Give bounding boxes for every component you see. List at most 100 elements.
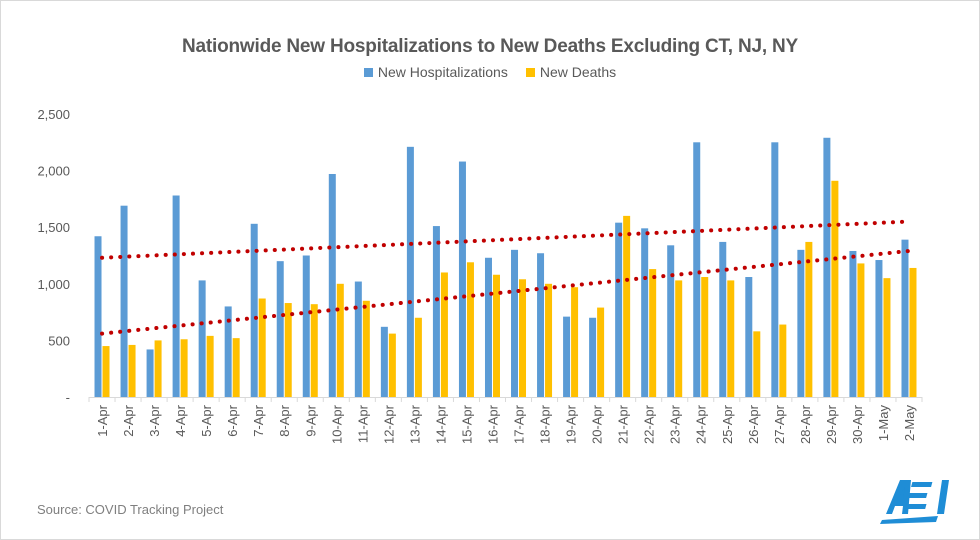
bar-deaths [597,307,605,397]
trendline-deaths [100,248,911,336]
bar-hospitalizations [563,316,571,397]
bar-deaths [779,324,787,397]
x-tick-label: 15-Apr [459,404,474,444]
x-tick-label: 5-Apr [199,404,214,436]
bar-hospitalizations [771,142,779,397]
bar-deaths [831,180,839,397]
x-tick-label: 14-Apr [433,404,448,444]
x-tick-label: 11-Apr [355,404,370,443]
x-tick-label: 26-Apr [746,404,761,444]
bar-deaths [805,241,813,397]
x-tick-label: 30-Apr [850,404,865,444]
x-tick-label: 20-Apr [590,404,605,444]
bar-deaths [206,335,214,397]
bar-hospitalizations [354,281,362,397]
y-tick-label: 2,500 [37,107,70,122]
bar-hospitalizations [484,257,492,397]
chart-title: Nationwide New Hospitalizations to New D… [182,36,798,57]
bar-hospitalizations [901,239,909,397]
bar-deaths [284,303,292,397]
bar-hospitalizations [719,241,727,397]
bar-hospitalizations [849,250,857,397]
bar-deaths [492,274,500,397]
bar-hospitalizations [589,317,597,397]
aei-logo-icon [880,480,949,524]
legend-label-deaths: New Deaths [539,64,617,80]
bar-deaths [727,280,735,397]
x-tick-label: 4-Apr [173,404,188,436]
x-tick-label: 9-Apr [303,404,318,436]
x-tick-label: 6-Apr [225,404,240,436]
bar-deaths [753,331,761,397]
bar-deaths [232,338,240,397]
bar-hospitalizations [797,249,805,397]
source-note: Source: COVID Tracking Project [37,502,224,517]
y-tick-label: 2,000 [37,164,70,179]
bar-hospitalizations [380,326,388,397]
bar-deaths [310,304,318,397]
x-tick-label: 10-Apr [329,404,344,444]
bar-deaths [102,346,110,397]
trendline-hospitalizations [100,219,911,260]
bar-deaths [336,283,344,397]
bar-hospitalizations [537,253,545,397]
legend-item-deaths: New Deaths [525,64,617,80]
x-tick-label: 13-Apr [407,404,422,444]
bar-hospitalizations [458,161,466,397]
x-tick-label: 21-Apr [616,404,631,444]
bar-deaths [571,287,579,397]
x-tick-label: 27-Apr [772,404,787,444]
bar-deaths [909,267,917,397]
x-tick-label: 29-Apr [824,404,839,444]
bar-deaths [649,269,657,397]
bar-deaths [414,317,422,397]
bar-hospitalizations [276,261,284,397]
bar-hospitalizations [224,306,232,397]
bar-deaths [675,280,683,397]
bar-hospitalizations [667,245,675,397]
x-tick-label: 2-May [902,405,917,442]
bar-hospitalizations [302,255,310,397]
bar-deaths [258,298,266,397]
x-tick-label: 1-Apr [95,404,110,436]
bar-hospitalizations [693,142,701,397]
legend-swatch-hospitalizations [363,67,373,77]
bar-hospitalizations [120,205,128,397]
x-tick-label: 28-Apr [798,404,813,444]
legend-item-hospitalizations: New Hospitalizations [363,64,508,80]
y-tick-label: 1,000 [37,277,70,292]
x-tick-label: 3-Apr [147,404,162,436]
x-tick-label: 23-Apr [668,404,683,444]
chart-legend: New Hospitalizations New Deaths [0,64,980,80]
legend-label-hospitalizations: New Hospitalizations [377,64,508,80]
y-tick-label: - [66,390,70,405]
x-tick-label: 22-Apr [642,404,657,444]
bar-hospitalizations [432,226,440,397]
x-tick-label: 7-Apr [251,404,266,436]
bar-deaths [128,344,136,397]
bar-hospitalizations [250,223,258,397]
bar-hospitalizations [94,236,102,397]
bar-hospitalizations [641,228,649,397]
x-tick-label: 16-Apr [485,404,500,444]
bar-hospitalizations [172,195,180,397]
bar-deaths [362,300,370,397]
x-tick-label: 24-Apr [694,404,709,444]
bar-hospitalizations [875,260,883,397]
x-tick-label: 12-Apr [381,404,396,444]
bar-deaths [440,272,448,397]
bar-deaths [701,277,709,397]
bar-hospitalizations [406,146,414,397]
x-tick-label: 18-Apr [538,404,553,444]
bar-hospitalizations [198,280,206,397]
bar-deaths [623,215,631,397]
y-tick-label: 500 [48,333,70,348]
bar-deaths [519,279,527,397]
x-tick-label: 19-Apr [564,404,579,444]
x-tick-label: 8-Apr [277,404,292,436]
legend-swatch-deaths [525,67,535,77]
bar-deaths [545,283,553,397]
x-tick-label: 2-Apr [121,404,136,436]
bar-deaths [883,278,891,397]
